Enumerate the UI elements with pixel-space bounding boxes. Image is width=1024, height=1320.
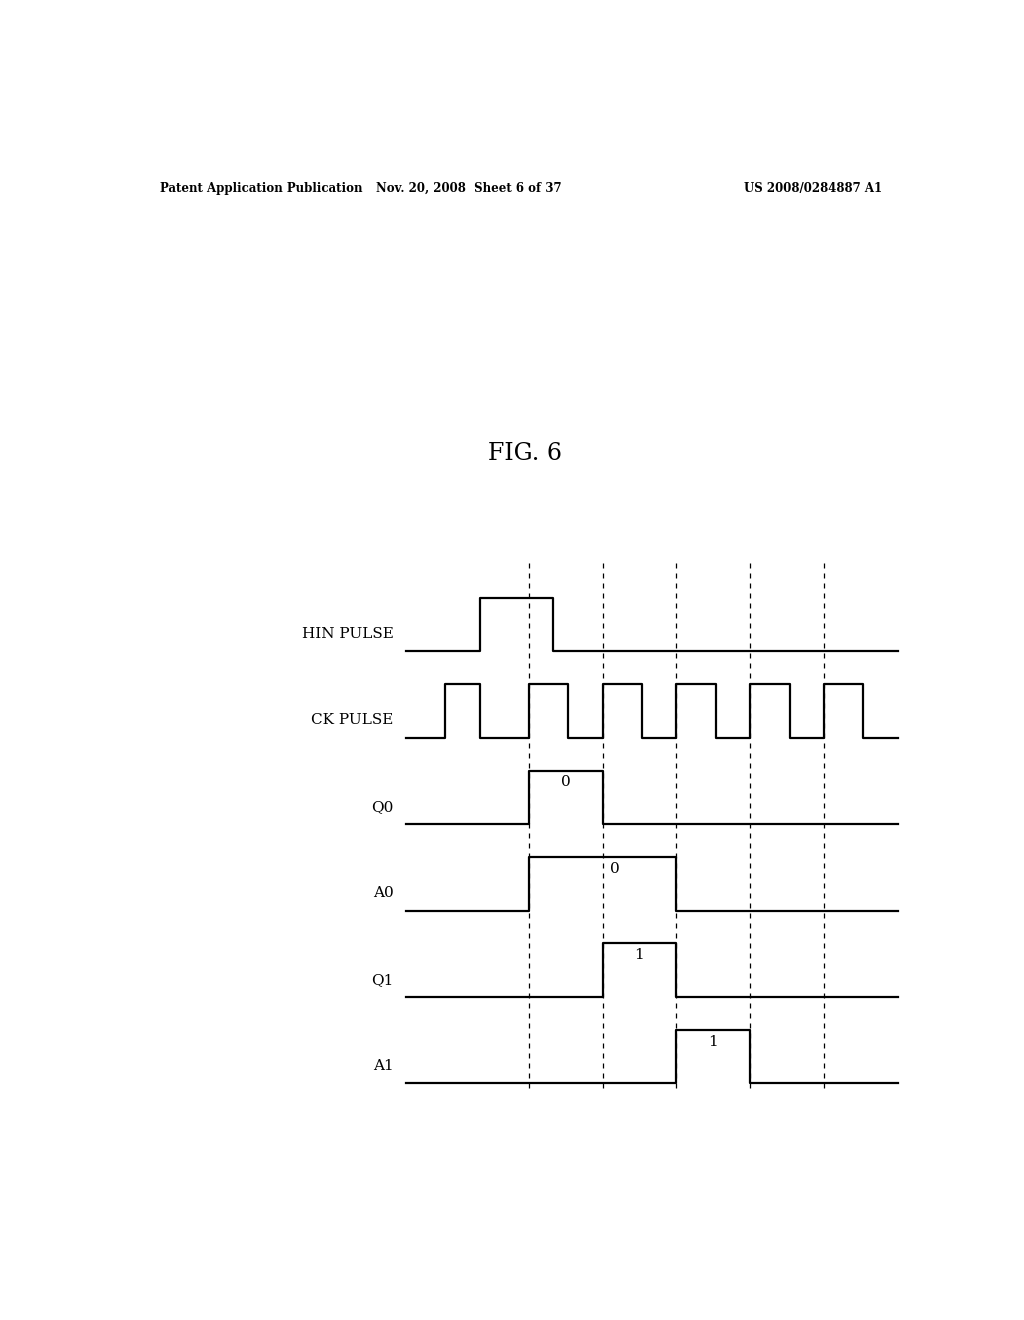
Text: CK PULSE: CK PULSE [311,714,394,727]
Text: A0: A0 [373,886,394,900]
Text: Patent Application Publication: Patent Application Publication [160,182,362,195]
Text: 1: 1 [635,948,644,962]
Text: US 2008/0284887 A1: US 2008/0284887 A1 [743,182,882,195]
Text: FIG. 6: FIG. 6 [487,442,562,465]
Text: 0: 0 [610,862,620,875]
Text: A1: A1 [373,1059,394,1073]
Text: 0: 0 [561,775,570,789]
Text: Q0: Q0 [372,800,394,814]
Text: Q1: Q1 [372,973,394,986]
Text: Nov. 20, 2008  Sheet 6 of 37: Nov. 20, 2008 Sheet 6 of 37 [377,182,562,195]
Text: 1: 1 [709,1035,718,1048]
Text: HIN PULSE: HIN PULSE [302,627,394,642]
